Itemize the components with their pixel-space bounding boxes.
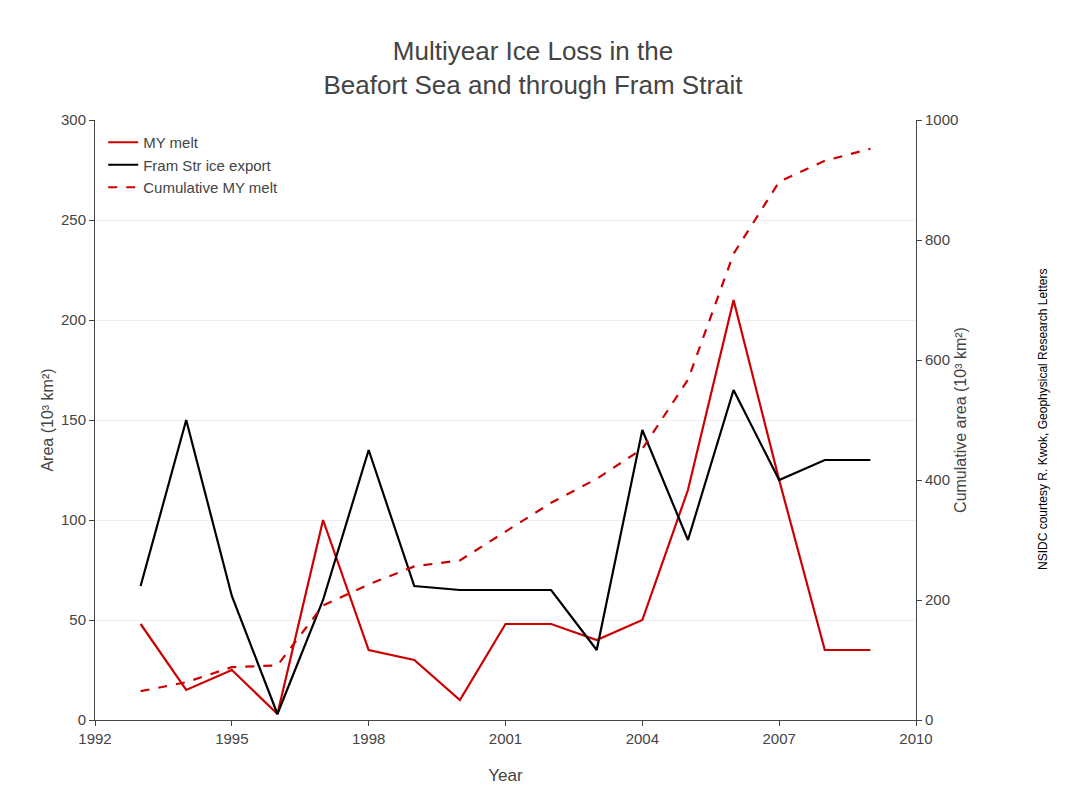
svg-text:150: 150: [61, 411, 86, 428]
svg-text:2010: 2010: [899, 730, 932, 747]
svg-text:300: 300: [61, 111, 86, 128]
svg-text:0: 0: [925, 711, 933, 728]
svg-text:50: 50: [69, 611, 86, 628]
svg-text:Area (10³ km²): Area (10³ km²): [39, 368, 56, 471]
svg-text:400: 400: [925, 471, 950, 488]
svg-text:Fram Str ice export: Fram Str ice export: [143, 157, 271, 174]
svg-text:200: 200: [61, 311, 86, 328]
svg-text:600: 600: [925, 351, 950, 368]
svg-text:800: 800: [925, 231, 950, 248]
svg-text:2004: 2004: [626, 730, 659, 747]
svg-text:250: 250: [61, 211, 86, 228]
svg-text:Year: Year: [488, 766, 523, 785]
svg-text:Multiyear Ice Loss in theBeafo: Multiyear Ice Loss in theBeafort Sea and…: [323, 36, 743, 100]
svg-text:Cumulative MY melt: Cumulative MY melt: [143, 179, 278, 196]
svg-text:100: 100: [61, 511, 86, 528]
svg-text:0: 0: [78, 711, 86, 728]
svg-text:2007: 2007: [762, 730, 795, 747]
svg-text:200: 200: [925, 591, 950, 608]
svg-text:2001: 2001: [489, 730, 522, 747]
svg-text:1995: 1995: [215, 730, 248, 747]
svg-text:1998: 1998: [352, 730, 385, 747]
svg-text:1992: 1992: [78, 730, 111, 747]
svg-text:NSIDC courtesy R. Kwok, Geophy: NSIDC courtesy R. Kwok, Geophysical Rese…: [1036, 269, 1050, 570]
svg-text:1000: 1000: [925, 111, 958, 128]
svg-text:MY melt: MY melt: [143, 134, 199, 151]
svg-text:Cumulative area (10³ km²): Cumulative area (10³ km²): [952, 327, 969, 513]
